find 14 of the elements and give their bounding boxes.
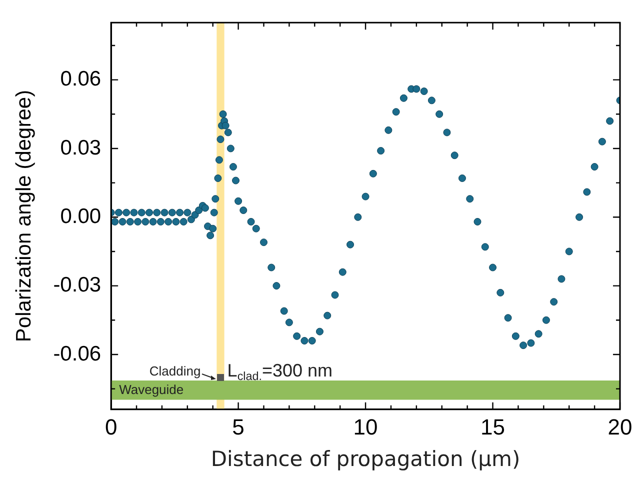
y-tick-label: -0.06 xyxy=(53,342,102,366)
y-tick-label: 0.03 xyxy=(60,136,102,160)
x-tick-label: 5 xyxy=(232,414,244,440)
x-tick-label: 0 xyxy=(104,414,118,440)
y-tick-label: -0.03 xyxy=(53,274,102,297)
x-tick-label: 10 xyxy=(353,414,378,440)
y-tick-label: 0.06 xyxy=(60,68,102,91)
band-label: Waveguide xyxy=(119,382,184,397)
y-tick-label: 0.00 xyxy=(60,204,102,228)
x-tick-label: 15 xyxy=(480,414,506,440)
x-tick-label: 20 xyxy=(608,414,632,440)
annotation: Cladding xyxy=(149,364,201,379)
y-axis-title: Polarization angle (degree) xyxy=(12,90,36,342)
x-axis-title: Distance of propagation (μm) xyxy=(210,446,520,471)
